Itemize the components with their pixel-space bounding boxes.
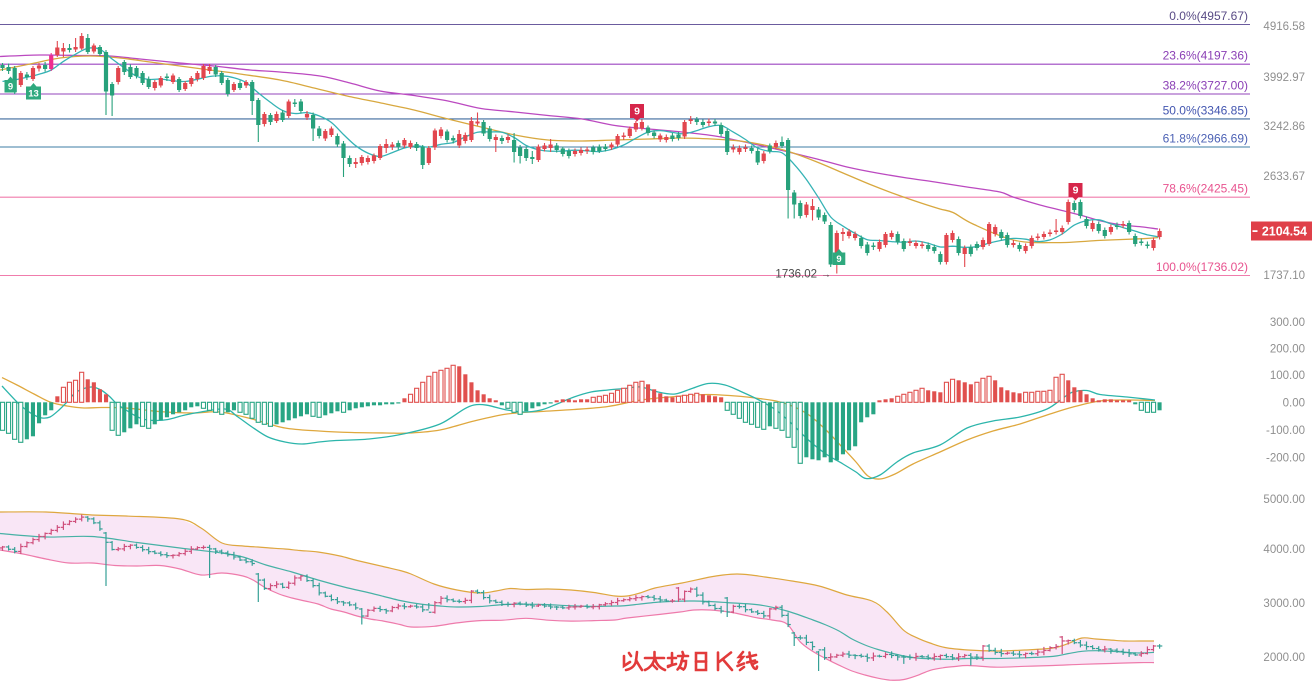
svg-text:→: → bbox=[821, 270, 831, 281]
svg-text:23.6%(4197.36): 23.6%(4197.36) bbox=[1163, 49, 1248, 63]
svg-text:4916.58: 4916.58 bbox=[1263, 21, 1305, 33]
svg-text:1737.10: 1737.10 bbox=[1263, 270, 1305, 282]
svg-text:4000.00: 4000.00 bbox=[1263, 544, 1305, 556]
svg-text:5000.00: 5000.00 bbox=[1263, 494, 1305, 506]
svg-text:50.0%(3346.85): 50.0%(3346.85) bbox=[1163, 103, 1248, 117]
svg-text:13: 13 bbox=[28, 88, 39, 99]
svg-text:9: 9 bbox=[634, 105, 640, 117]
svg-text:2104.54: 2104.54 bbox=[1262, 225, 1307, 239]
svg-text:200.00: 200.00 bbox=[1270, 344, 1305, 356]
svg-text:9: 9 bbox=[836, 254, 841, 265]
svg-text:0.00: 0.00 bbox=[1283, 398, 1305, 410]
svg-text:1736.02: 1736.02 bbox=[775, 269, 817, 281]
svg-text:300.00: 300.00 bbox=[1270, 317, 1305, 329]
svg-text:-100.00: -100.00 bbox=[1266, 425, 1305, 437]
svg-text:3000.00: 3000.00 bbox=[1263, 598, 1305, 610]
svg-text:-200.00: -200.00 bbox=[1266, 453, 1305, 465]
svg-text:2633.67: 2633.67 bbox=[1263, 171, 1305, 183]
svg-text:78.6%(2425.45): 78.6%(2425.45) bbox=[1163, 182, 1248, 196]
svg-text:3992.97: 3992.97 bbox=[1263, 72, 1305, 84]
svg-text:3242.86: 3242.86 bbox=[1263, 121, 1305, 133]
svg-text:0.0%(4957.67): 0.0%(4957.67) bbox=[1169, 9, 1248, 23]
svg-text:38.2%(3727.00): 38.2%(3727.00) bbox=[1163, 79, 1248, 93]
svg-text:100.00: 100.00 bbox=[1270, 370, 1305, 382]
svg-text:61.8%(2966.69): 61.8%(2966.69) bbox=[1163, 132, 1248, 146]
svg-text:100.0%(1736.02): 100.0%(1736.02) bbox=[1156, 260, 1248, 274]
svg-text:9: 9 bbox=[8, 82, 13, 93]
svg-text:2000.00: 2000.00 bbox=[1263, 652, 1305, 664]
svg-text:9: 9 bbox=[1073, 184, 1079, 196]
